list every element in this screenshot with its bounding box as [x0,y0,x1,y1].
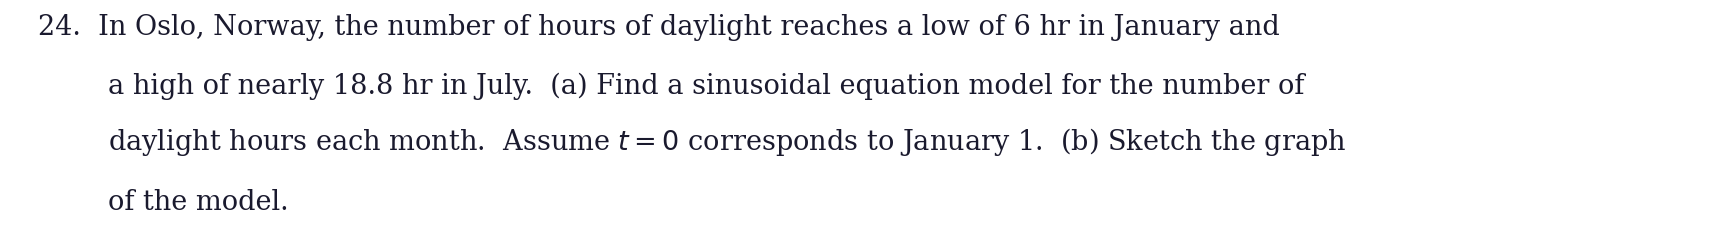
Text: 24.  In Oslo, Norway, the number of hours of daylight reaches a low of 6 hr in J: 24. In Oslo, Norway, the number of hours… [38,14,1279,41]
Text: of the model.: of the model. [108,189,289,216]
Text: a high of nearly 18.8 hr in July.  (a) Find a sinusoidal equation model for the : a high of nearly 18.8 hr in July. (a) Fi… [108,72,1305,100]
Text: daylight hours each month.  Assume $t = 0$ corresponds to January 1.  (b) Sketch: daylight hours each month. Assume $t = 0… [108,126,1346,158]
